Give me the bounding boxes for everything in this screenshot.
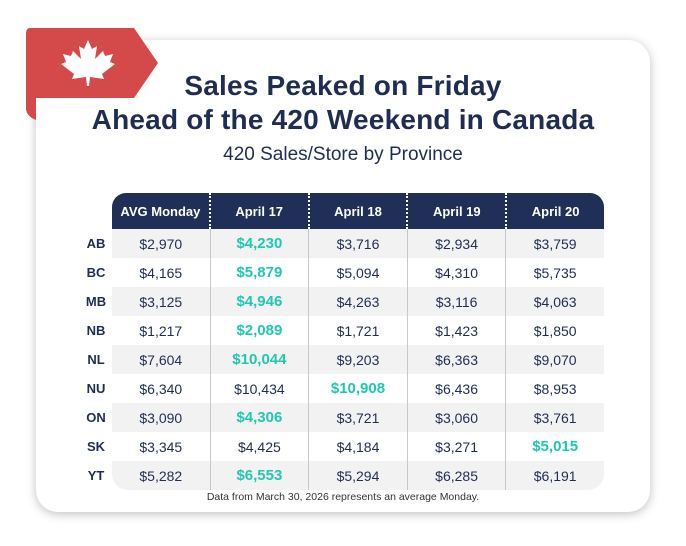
table-row: $2,970 $4,230 $3,716 $2,934 $3,759 <box>112 229 604 258</box>
table-cell-peak: $4,946 <box>209 287 309 316</box>
table-cell: $1,217 <box>139 322 183 339</box>
table-cell: $4,165 <box>139 264 183 281</box>
table-cell: $3,060 <box>406 403 506 432</box>
row-label: YT <box>87 468 105 483</box>
table-cell: $3,759 <box>505 229 604 258</box>
table-cell-peak: $2,089 <box>209 316 309 345</box>
table-cell: $9,070 <box>505 345 604 374</box>
row-label: AB <box>86 236 106 251</box>
column-header: April 18 <box>307 193 407 229</box>
row-label: ON <box>86 410 106 425</box>
table-row: $3,125 $4,946 $4,263 $3,116 $4,063 <box>112 287 604 316</box>
table-cell-peak: $10,908 <box>308 374 407 403</box>
table-cell-peak: $5,015 <box>505 432 604 461</box>
table-cell: $3,761 <box>505 403 604 432</box>
table-cell: $2,970 <box>139 235 183 252</box>
table-cell-peak: $10,044 <box>209 345 309 374</box>
table-cell: $9,203 <box>308 345 407 374</box>
column-header: April 19 <box>406 193 505 229</box>
table-cell: $7,604 <box>139 351 183 368</box>
table-cell: $5,735 <box>505 258 604 287</box>
row-label: MB <box>85 294 107 309</box>
table-cell: $2,934 <box>406 229 506 258</box>
table-cell: $1,423 <box>406 316 506 345</box>
table-cell: $3,721 <box>308 403 407 432</box>
table-cell: $10,434 <box>209 374 309 403</box>
table-cell: $1,721 <box>308 316 407 345</box>
table-cell: $3,090 <box>139 409 183 426</box>
table-cell: $4,184 <box>308 432 407 461</box>
row-label: NU <box>86 381 106 396</box>
table-cell: $5,094 <box>308 258 407 287</box>
subtitle: 420 Sales/Store by Province <box>223 144 463 165</box>
table-cell: $4,263 <box>308 287 407 316</box>
column-header: AVG Monday <box>120 203 201 219</box>
table-cell: $3,125 <box>139 293 183 310</box>
table-cell: $8,953 <box>505 374 604 403</box>
table-cell: $4,425 <box>209 432 309 461</box>
table-cell-peak: $5,879 <box>209 258 309 287</box>
table-cell: $1,850 <box>505 316 604 345</box>
footnote: Data from March 30, 2026 represents an a… <box>206 491 480 503</box>
row-label: SK <box>86 439 106 454</box>
table-cell-peak: $6,553 <box>209 461 309 490</box>
ribbon-banner <box>26 28 158 120</box>
table-cell: $5,294 <box>308 461 407 490</box>
column-header: April 20 <box>505 193 604 229</box>
table-cell: $3,116 <box>406 287 506 316</box>
table-row: $3,345 $4,425 $4,184 $3,271 $5,015 <box>112 432 604 461</box>
table-header: AVG Monday April 17 April 18 April 19 April … <box>112 193 604 229</box>
table-row: $7,604 $10,044 $9,203 $6,363 $9,070 <box>112 345 604 374</box>
row-label: BC <box>86 265 106 280</box>
table-cell-peak: $4,306 <box>209 403 309 432</box>
row-labels: AB BC MB NB NL NU ON SK YT <box>80 229 112 490</box>
sales-table: AVG Monday April 17 April 18 April 19 April … <box>112 193 604 490</box>
table-cell: $6,285 <box>406 461 506 490</box>
table-cell: $6,340 <box>139 380 183 397</box>
title-line-2: Ahead of the 420 Weekend in Canada <box>91 104 595 135</box>
table-cell: $3,345 <box>139 438 183 455</box>
table-cell: $3,716 <box>308 229 407 258</box>
table-cell: $6,363 <box>406 345 506 374</box>
maple-leaf-icon <box>61 40 115 86</box>
table-cell: $6,191 <box>505 461 604 490</box>
title-line-1: Sales Peaked on Friday <box>184 70 502 101</box>
table-row: $3,090 $4,306 $3,721 $3,060 $3,761 <box>112 403 604 432</box>
row-label: NB <box>86 323 106 338</box>
table-body: $2,970 $4,230 $3,716 $2,934 $3,759 $4,165 $5,8… <box>112 229 604 490</box>
table-cell: $6,436 <box>406 374 506 403</box>
table-row: $4,165 $5,879 $5,094 $4,310 $5,735 <box>112 258 604 287</box>
table-cell-peak: $4,230 <box>209 229 309 258</box>
table-cell: $5,282 <box>139 467 183 484</box>
table-cell: $4,063 <box>505 287 604 316</box>
table-row: $5,282 $6,553 $5,294 $6,285 $6,191 <box>112 461 604 490</box>
table-cell: $4,310 <box>406 258 506 287</box>
table-row: $1,217 $2,089 $1,721 $1,423 $1,850 <box>112 316 604 345</box>
column-header: April 17 <box>208 193 308 229</box>
table-cell: $3,271 <box>406 432 506 461</box>
table-row: $6,340 $10,434 $10,908 $6,436 $8,953 <box>112 374 604 403</box>
row-label: NL <box>87 352 105 367</box>
